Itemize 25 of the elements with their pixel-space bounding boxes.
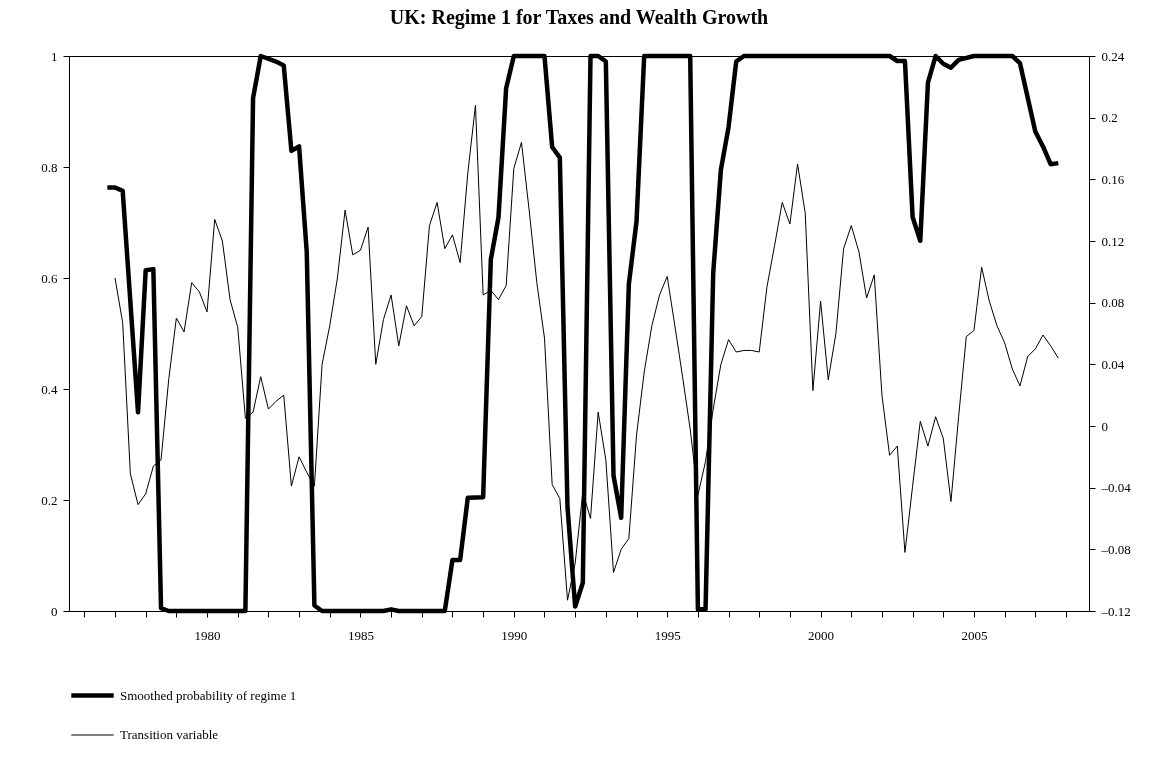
y2-tick-label: 0.16 [1101, 171, 1125, 187]
y2-tick-label: 0.2 [1101, 110, 1118, 126]
legend-label: Transition variable [120, 727, 219, 742]
y-tick-label: 0.2 [41, 492, 58, 508]
y2-tick-label: 0.04 [1101, 356, 1125, 372]
x-tick-label: 1995 [654, 627, 681, 643]
y2-tick-label: 0 [1101, 418, 1108, 434]
y-tick-label: 0.4 [41, 381, 58, 397]
y-tick-label: 0.8 [41, 159, 58, 175]
chart-title: UK: Regime 1 for Taxes and Wealth Growth [389, 6, 769, 29]
legend-label: Smoothed probability of regime 1 [120, 687, 297, 703]
y2-tick-label: 0.24 [1101, 48, 1125, 64]
x-tick-label: 2000 [808, 627, 835, 643]
x-tick-label: 2005 [961, 627, 988, 643]
x-tick-label: 1990 [501, 627, 528, 643]
x-tick-label: 1980 [194, 627, 221, 643]
y-tick-label: 1 [51, 48, 58, 64]
y2-tick-label: –0.04 [1100, 480, 1132, 496]
y2-tick-label: 0.08 [1101, 295, 1125, 311]
y-tick-label: 0.6 [41, 270, 58, 286]
y-tick-label: 0 [51, 603, 58, 619]
x-tick-label: 1985 [347, 627, 374, 643]
y2-tick-label: –0.12 [1100, 603, 1131, 619]
y2-tick-label: –0.08 [1100, 541, 1131, 557]
y2-tick-label: 0.12 [1101, 233, 1125, 249]
